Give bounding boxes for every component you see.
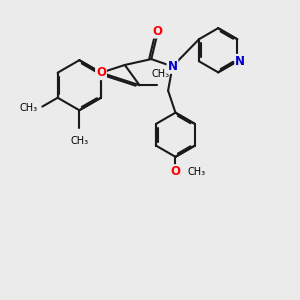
Text: CH₃: CH₃ xyxy=(151,69,169,79)
Text: N: N xyxy=(235,55,245,68)
Text: O: O xyxy=(170,165,181,178)
Text: O: O xyxy=(96,66,106,79)
Text: N: N xyxy=(167,60,178,73)
Text: O: O xyxy=(152,25,162,38)
Text: CH₃: CH₃ xyxy=(188,167,206,177)
Text: CH₃: CH₃ xyxy=(20,103,38,113)
Text: CH₃: CH₃ xyxy=(70,136,88,146)
